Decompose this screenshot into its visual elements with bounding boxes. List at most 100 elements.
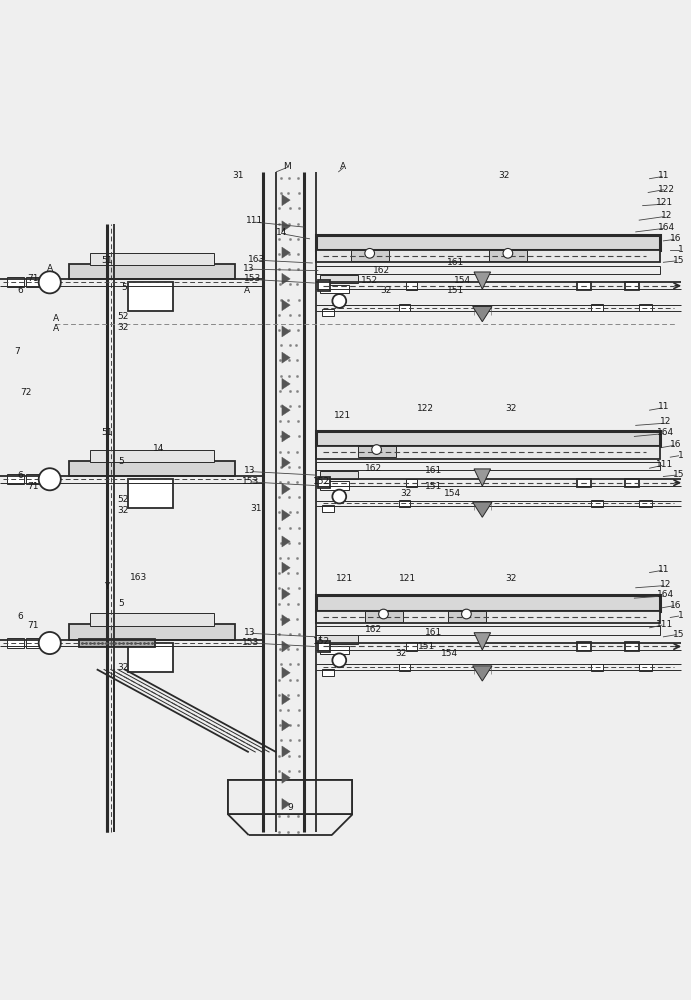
Point bbox=[292, 778, 303, 794]
Bar bbox=[128, 282, 173, 311]
Polygon shape bbox=[282, 799, 290, 810]
Point bbox=[284, 246, 295, 262]
Text: 152: 152 bbox=[313, 477, 330, 486]
Text: 161: 161 bbox=[448, 258, 464, 267]
Text: 32: 32 bbox=[506, 574, 517, 583]
Point bbox=[274, 641, 285, 657]
Bar bbox=[7, 638, 24, 648]
Text: 13: 13 bbox=[245, 628, 256, 637]
Text: 164: 164 bbox=[657, 428, 674, 437]
Text: 16: 16 bbox=[670, 440, 681, 449]
Point bbox=[274, 580, 285, 596]
Point bbox=[291, 231, 302, 247]
Point bbox=[274, 550, 285, 566]
Point bbox=[274, 504, 285, 520]
Polygon shape bbox=[282, 772, 290, 783]
Bar bbox=[7, 277, 24, 287]
Point bbox=[283, 504, 294, 520]
Polygon shape bbox=[282, 641, 290, 652]
Text: 52: 52 bbox=[117, 312, 129, 321]
Bar bbox=[320, 481, 349, 490]
Point bbox=[274, 292, 285, 308]
Point bbox=[275, 611, 286, 627]
Bar bbox=[128, 643, 173, 672]
Point bbox=[284, 428, 295, 444]
Point bbox=[275, 793, 286, 809]
Text: 154: 154 bbox=[441, 649, 457, 658]
Point bbox=[274, 337, 285, 353]
Point bbox=[283, 702, 294, 718]
Point bbox=[292, 611, 303, 627]
Point bbox=[291, 504, 302, 520]
Point bbox=[276, 383, 287, 399]
Point bbox=[284, 793, 295, 809]
Text: 32: 32 bbox=[380, 286, 391, 295]
Text: 122: 122 bbox=[659, 185, 675, 194]
Point bbox=[275, 352, 286, 368]
Bar bbox=[320, 471, 358, 479]
Point bbox=[285, 185, 296, 201]
Text: 163: 163 bbox=[130, 573, 146, 582]
Text: 153: 153 bbox=[242, 638, 258, 647]
Polygon shape bbox=[282, 273, 290, 284]
Polygon shape bbox=[282, 510, 290, 521]
Point bbox=[283, 824, 294, 840]
Circle shape bbox=[372, 445, 381, 454]
Text: 16: 16 bbox=[670, 234, 681, 243]
Point bbox=[283, 383, 294, 399]
Point bbox=[284, 626, 295, 642]
Bar bbox=[26, 638, 41, 648]
Text: 12: 12 bbox=[661, 211, 672, 220]
Bar bbox=[316, 626, 660, 635]
Point bbox=[292, 808, 303, 824]
Point bbox=[274, 261, 285, 277]
Point bbox=[283, 170, 294, 186]
Polygon shape bbox=[282, 588, 290, 600]
Point bbox=[283, 368, 294, 384]
Point bbox=[292, 580, 303, 596]
Point bbox=[274, 231, 285, 247]
Bar bbox=[639, 664, 652, 671]
Text: 164: 164 bbox=[657, 590, 674, 599]
Text: 6: 6 bbox=[18, 612, 23, 621]
Point bbox=[275, 428, 286, 444]
Polygon shape bbox=[282, 667, 290, 678]
Text: 154: 154 bbox=[444, 489, 461, 498]
Point bbox=[285, 611, 296, 627]
Point bbox=[293, 459, 304, 475]
Point bbox=[275, 824, 286, 840]
Bar bbox=[351, 250, 389, 261]
Circle shape bbox=[332, 490, 346, 503]
Bar bbox=[90, 253, 214, 265]
Point bbox=[293, 793, 304, 809]
Text: A: A bbox=[245, 286, 250, 295]
Point bbox=[292, 170, 303, 186]
Bar bbox=[399, 304, 410, 311]
Polygon shape bbox=[282, 352, 290, 363]
Polygon shape bbox=[282, 247, 290, 258]
Point bbox=[274, 216, 285, 232]
Point bbox=[293, 413, 304, 429]
Circle shape bbox=[39, 271, 61, 293]
Point bbox=[292, 732, 303, 748]
Point bbox=[275, 322, 286, 338]
Text: 32: 32 bbox=[117, 506, 129, 515]
Point bbox=[283, 763, 294, 779]
Point bbox=[283, 444, 294, 460]
Point bbox=[292, 550, 303, 566]
Text: 151: 151 bbox=[426, 482, 442, 491]
Bar bbox=[90, 450, 214, 462]
Bar bbox=[128, 479, 173, 508]
Point bbox=[292, 656, 303, 672]
Point bbox=[284, 580, 295, 596]
Point bbox=[274, 626, 285, 642]
Polygon shape bbox=[282, 693, 290, 705]
Text: 161: 161 bbox=[426, 628, 442, 637]
Point bbox=[292, 489, 303, 505]
Polygon shape bbox=[282, 483, 290, 494]
Point bbox=[294, 520, 305, 536]
Text: 71: 71 bbox=[27, 621, 38, 630]
Bar bbox=[639, 500, 652, 507]
Point bbox=[293, 444, 304, 460]
Bar bbox=[489, 250, 527, 261]
